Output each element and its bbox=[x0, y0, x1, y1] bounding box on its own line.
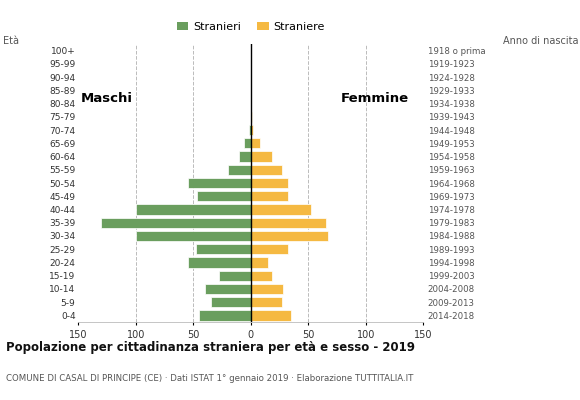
Bar bbox=[251, 178, 288, 188]
Text: Età: Età bbox=[3, 36, 19, 46]
Bar bbox=[251, 164, 282, 175]
Bar bbox=[244, 138, 251, 148]
Legend: Stranieri, Straniere: Stranieri, Straniere bbox=[173, 18, 329, 36]
Bar bbox=[251, 125, 253, 135]
Bar bbox=[249, 125, 251, 135]
Bar bbox=[240, 151, 251, 162]
Text: Popolazione per cittadinanza straniera per età e sesso - 2019: Popolazione per cittadinanza straniera p… bbox=[6, 341, 415, 354]
Bar bbox=[251, 231, 328, 241]
Bar bbox=[219, 270, 251, 281]
Bar bbox=[195, 244, 251, 254]
Bar bbox=[251, 284, 283, 294]
Bar bbox=[251, 218, 325, 228]
Text: Femmine: Femmine bbox=[340, 92, 409, 105]
Bar bbox=[251, 297, 282, 307]
Bar bbox=[211, 297, 251, 307]
Bar bbox=[199, 310, 251, 320]
Text: Maschi: Maschi bbox=[81, 92, 133, 105]
Bar bbox=[228, 164, 251, 175]
Bar bbox=[251, 244, 288, 254]
Bar bbox=[251, 257, 268, 268]
Bar bbox=[251, 138, 260, 148]
Bar bbox=[197, 191, 251, 202]
Bar bbox=[205, 284, 251, 294]
Bar bbox=[136, 204, 251, 215]
Text: Anno di nascita: Anno di nascita bbox=[503, 36, 579, 46]
Bar bbox=[251, 310, 291, 320]
Text: COMUNE DI CASAL DI PRINCIPE (CE) · Dati ISTAT 1° gennaio 2019 · Elaborazione TUT: COMUNE DI CASAL DI PRINCIPE (CE) · Dati … bbox=[6, 374, 413, 383]
Bar bbox=[187, 257, 251, 268]
Bar bbox=[251, 112, 252, 122]
Bar bbox=[251, 151, 271, 162]
Bar bbox=[102, 218, 251, 228]
Bar bbox=[136, 231, 251, 241]
Bar bbox=[251, 191, 288, 202]
Bar bbox=[187, 178, 251, 188]
Bar bbox=[251, 204, 311, 215]
Bar bbox=[251, 270, 271, 281]
